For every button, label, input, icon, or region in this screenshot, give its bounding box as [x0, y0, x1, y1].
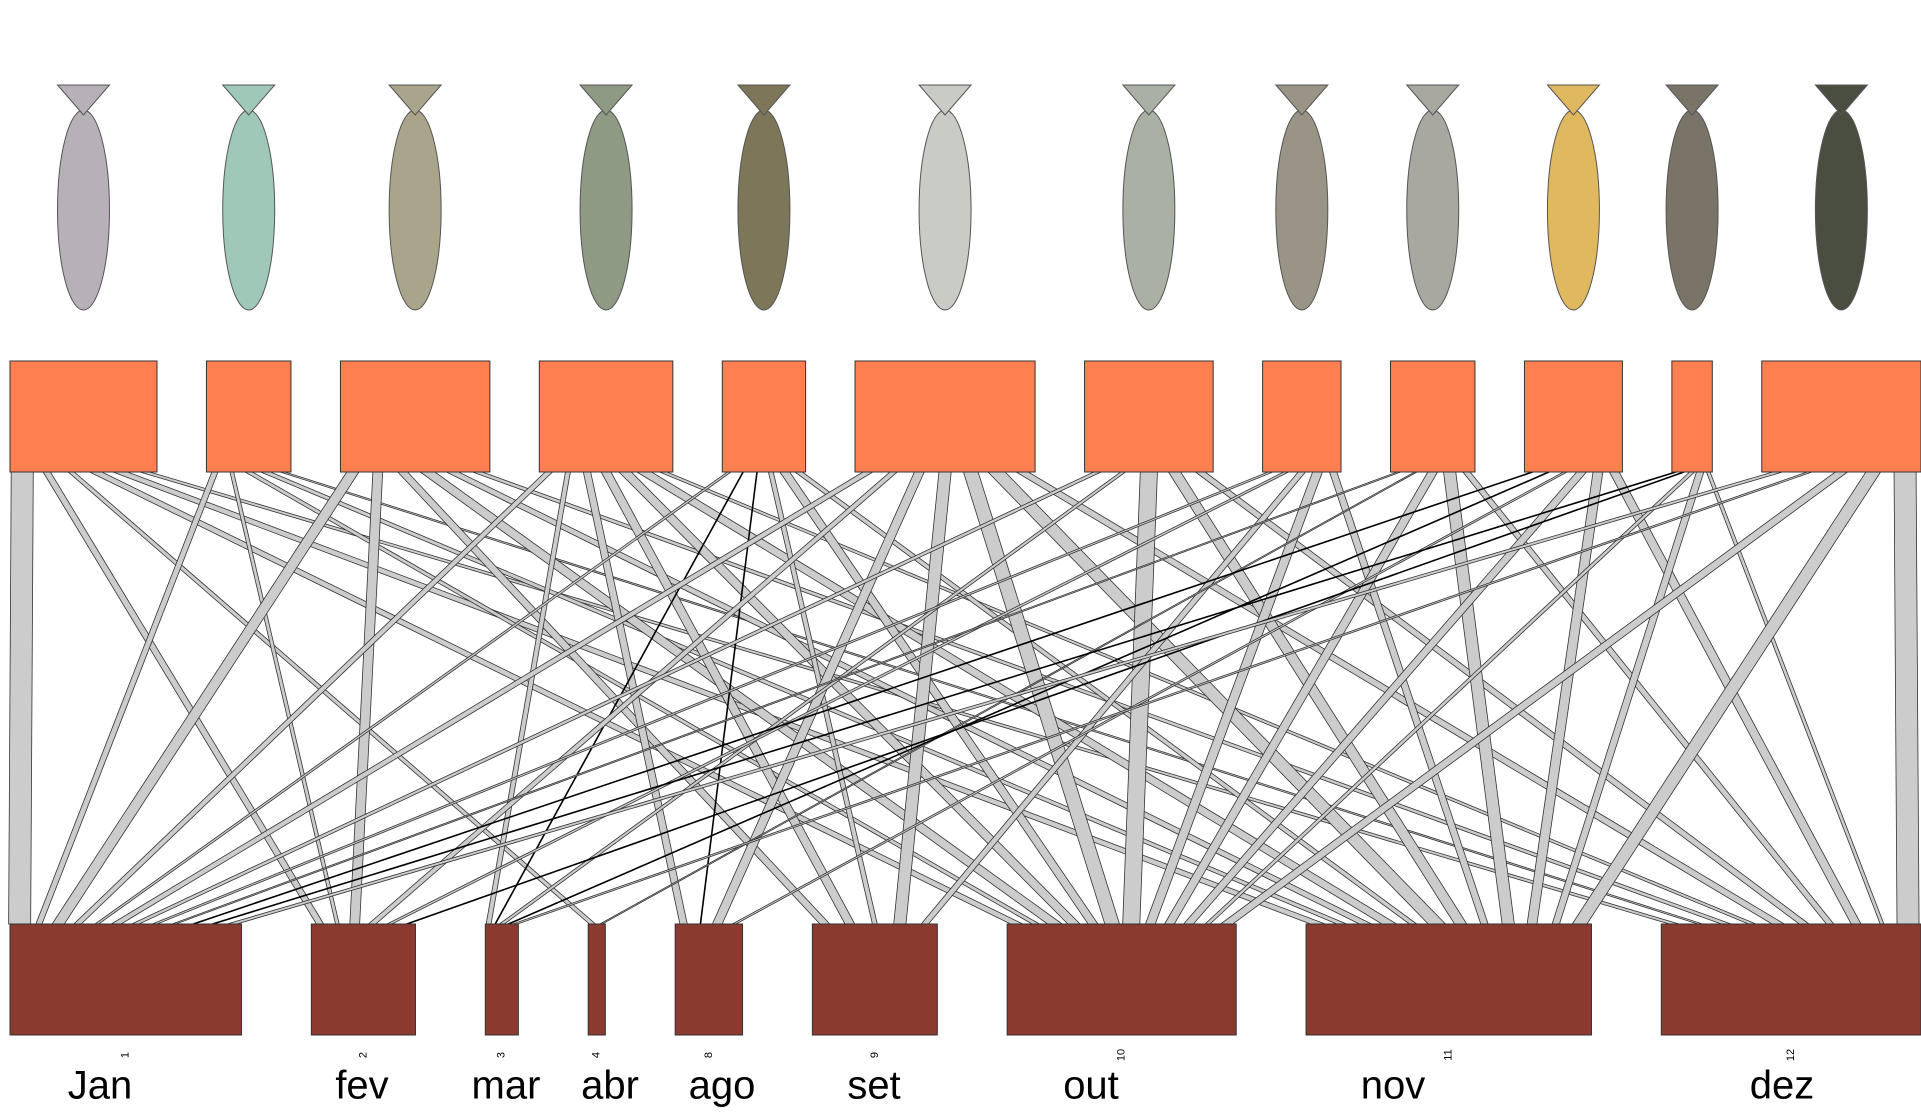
higher-box: [1084, 360, 1214, 473]
higher-box: [205, 360, 292, 473]
link: [508, 471, 1550, 925]
higher-box: [538, 360, 674, 473]
fish-tail: [1814, 84, 1869, 116]
link: [406, 471, 1685, 925]
link: [1893, 471, 1920, 925]
fish: [222, 109, 276, 311]
lower-box: [310, 923, 416, 1036]
fish: [1122, 109, 1176, 311]
fish-tail: [1274, 84, 1329, 116]
fish-tail: [1664, 84, 1720, 116]
fish-tail: [56, 84, 111, 116]
fish-images: [56, 84, 1869, 311]
lower-label: ago: [689, 1064, 756, 1108]
lower-label: dez: [1750, 1064, 1815, 1108]
link: [8, 471, 34, 925]
higher-box: [1761, 360, 1921, 473]
higher-box: [339, 360, 491, 473]
fish: [1665, 109, 1719, 311]
fish: [57, 109, 110, 311]
higher-box: [1262, 360, 1342, 473]
lower-box: [1660, 923, 1921, 1036]
lower-label: abr: [581, 1064, 639, 1108]
fish-tail: [578, 84, 634, 116]
link: [260, 471, 1347, 925]
lower-box: [1006, 923, 1237, 1036]
higher-box: [1671, 360, 1713, 473]
fish-tail: [1405, 84, 1460, 116]
lower-label: set: [847, 1064, 900, 1108]
fish: [388, 109, 442, 311]
lower-box: [587, 923, 606, 1036]
lower-code: 12: [1785, 1049, 1797, 1061]
fish-tail: [917, 84, 973, 116]
higher-box: [1389, 360, 1476, 473]
lower-box: [1305, 923, 1592, 1036]
fish: [579, 109, 633, 311]
lower-code: 2: [357, 1052, 369, 1058]
fish: [1275, 109, 1329, 311]
higher-box: [721, 360, 807, 473]
fish-tail: [388, 84, 443, 116]
lower-box: [811, 923, 938, 1036]
lower-label: fev: [335, 1064, 388, 1108]
lower-box: [674, 923, 744, 1036]
links: [8, 471, 1920, 925]
higher-box: [854, 360, 1036, 473]
lower-label: out: [1063, 1064, 1119, 1108]
lower-code: 3: [496, 1052, 508, 1058]
link: [212, 471, 1677, 925]
fish-tail: [221, 84, 276, 116]
lower-box: [484, 923, 519, 1036]
fish-tail: [1121, 84, 1176, 116]
link: [193, 471, 1533, 925]
lower-label: Jan: [68, 1064, 133, 1108]
fish: [1546, 109, 1600, 311]
lower-label: nov: [1361, 1064, 1426, 1108]
fish: [1406, 109, 1460, 311]
lower-code: 9: [869, 1052, 881, 1058]
fish: [918, 109, 972, 311]
lower-box: [9, 923, 243, 1036]
lower-code: 8: [703, 1052, 715, 1058]
higher-box: [1523, 360, 1623, 473]
higher-box: [9, 360, 158, 473]
fish: [737, 109, 791, 311]
lower-code: 11: [1443, 1049, 1455, 1060]
fish-tail: [1546, 84, 1601, 116]
lower-code: 4: [591, 1052, 603, 1058]
lower-label: mar: [472, 1064, 541, 1108]
fish: [1814, 109, 1868, 311]
fish-tail: [736, 84, 792, 116]
lower-code: 10: [1116, 1049, 1128, 1061]
lower-code: 1: [120, 1052, 132, 1058]
